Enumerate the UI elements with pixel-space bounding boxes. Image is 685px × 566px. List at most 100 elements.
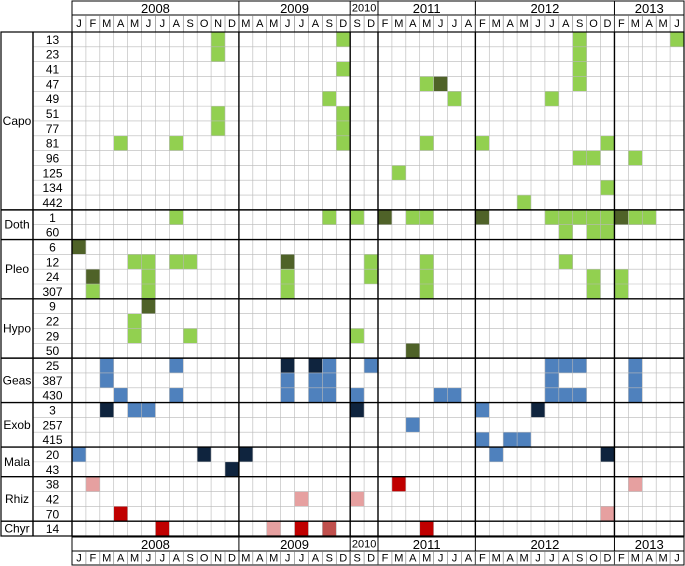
heatmap-cell xyxy=(141,298,156,314)
month-label-bottom: J xyxy=(452,553,458,565)
row-label: 96 xyxy=(46,152,60,166)
row-label: 14 xyxy=(46,522,60,536)
heatmap-cell xyxy=(447,91,462,107)
month-label-bottom: S xyxy=(353,553,360,565)
heatmap-cell xyxy=(489,447,504,462)
month-label-bottom: A xyxy=(312,553,320,565)
heatmap-cell xyxy=(586,150,601,166)
heatmap-cell xyxy=(628,476,643,492)
heatmap-cell xyxy=(127,402,142,418)
heatmap-cell xyxy=(531,402,545,418)
month-label-top: M xyxy=(422,18,431,30)
heatmap-cell xyxy=(280,254,295,270)
heatmap-cell xyxy=(141,284,156,299)
month-label-top: F xyxy=(479,18,486,30)
group-label: Geas xyxy=(3,373,32,387)
heatmap-cell xyxy=(336,120,351,136)
heatmap-cell xyxy=(127,328,142,344)
heatmap-cell xyxy=(433,387,448,403)
row-label: 415 xyxy=(42,433,62,447)
month-label-bottom: A xyxy=(562,553,570,565)
month-label-bottom: A xyxy=(256,553,264,565)
heatmap-cell xyxy=(419,269,434,284)
group-label: Mala xyxy=(4,455,30,469)
heatmap-cell xyxy=(614,284,629,299)
month-label-bottom: F xyxy=(382,553,389,565)
heatmap-cell xyxy=(572,358,587,373)
month-label-bottom: D xyxy=(367,553,375,565)
month-label-bottom: A xyxy=(173,553,181,565)
heatmap-cell xyxy=(322,91,337,107)
heatmap-cell xyxy=(586,284,601,299)
month-label-top: A xyxy=(646,18,654,30)
month-label-bottom: A xyxy=(409,553,417,565)
heatmap-cell xyxy=(572,76,587,92)
heatmap-cell xyxy=(336,106,351,121)
heatmap-cell xyxy=(600,506,615,522)
heatmap-cell xyxy=(600,135,615,151)
heatmap-cell xyxy=(127,254,142,270)
heatmap-cell xyxy=(169,209,184,225)
row-label: 9 xyxy=(49,300,56,314)
heatmap-cell xyxy=(280,269,295,284)
heatmap-cell xyxy=(628,150,643,166)
heatmap-cell xyxy=(419,284,434,299)
month-label-top: D xyxy=(339,18,347,30)
heatmap-cell xyxy=(503,432,518,448)
month-label-top: J xyxy=(285,18,291,30)
heatmap-cell xyxy=(628,372,643,388)
heatmap-cell xyxy=(113,387,128,403)
heatmap-cell xyxy=(558,358,573,373)
heatmap-cell xyxy=(308,372,323,388)
heatmap-cell xyxy=(600,447,615,462)
month-label-bottom: M xyxy=(102,553,111,565)
heatmap-cell xyxy=(85,269,100,284)
month-label-bottom: J xyxy=(299,553,305,565)
month-label-bottom: F xyxy=(89,553,96,565)
month-label-bottom: M xyxy=(130,553,139,565)
heatmap-cell xyxy=(322,372,337,388)
year-label-bottom: 2010 xyxy=(352,539,376,551)
heatmap-cell xyxy=(642,209,657,225)
heatmap-cell xyxy=(572,32,587,47)
heatmap-cell xyxy=(544,387,559,403)
heatmap-cell xyxy=(572,209,587,225)
heatmap-cell xyxy=(141,402,156,418)
heatmap-cell xyxy=(141,269,156,284)
month-label-bottom: M xyxy=(269,553,278,565)
year-label-bottom: 2011 xyxy=(413,537,441,552)
month-label-bottom: S xyxy=(187,553,194,565)
heatmap-cell xyxy=(558,254,573,270)
month-label-bottom: J xyxy=(76,553,82,565)
heatmap-cell xyxy=(169,387,184,403)
heatmap-cell xyxy=(405,343,420,359)
heatmap-cell xyxy=(169,254,184,270)
month-label-bottom: F xyxy=(479,553,486,565)
month-label-top: F xyxy=(382,18,389,30)
heatmap-cell xyxy=(322,209,337,225)
month-label-top: D xyxy=(228,18,236,30)
row-label: 387 xyxy=(42,374,62,388)
row-label: 307 xyxy=(42,285,62,299)
month-label-top: J xyxy=(452,18,458,30)
row-label: 25 xyxy=(46,359,60,373)
heatmap-cell xyxy=(280,358,295,373)
heatmap-cell xyxy=(614,269,629,284)
month-label-top: M xyxy=(631,18,640,30)
heatmap-cell xyxy=(364,269,378,284)
row-label: 430 xyxy=(42,389,62,403)
year-label-top: 2009 xyxy=(280,1,309,16)
month-label-bottom: J xyxy=(674,553,680,565)
row-label: 20 xyxy=(46,448,60,462)
heatmap-cell xyxy=(419,209,434,225)
month-label-bottom: J xyxy=(285,553,291,565)
year-label-bottom: 2008 xyxy=(141,537,170,552)
heatmap-cell xyxy=(211,120,225,136)
heatmap-cell xyxy=(475,432,490,448)
month-label-top: A xyxy=(465,18,473,30)
row-label: 49 xyxy=(46,92,60,106)
group-label: Exob xyxy=(3,418,31,432)
month-label-top: A xyxy=(256,18,264,30)
month-label-top: M xyxy=(102,18,111,30)
row-label: 38 xyxy=(46,478,60,492)
